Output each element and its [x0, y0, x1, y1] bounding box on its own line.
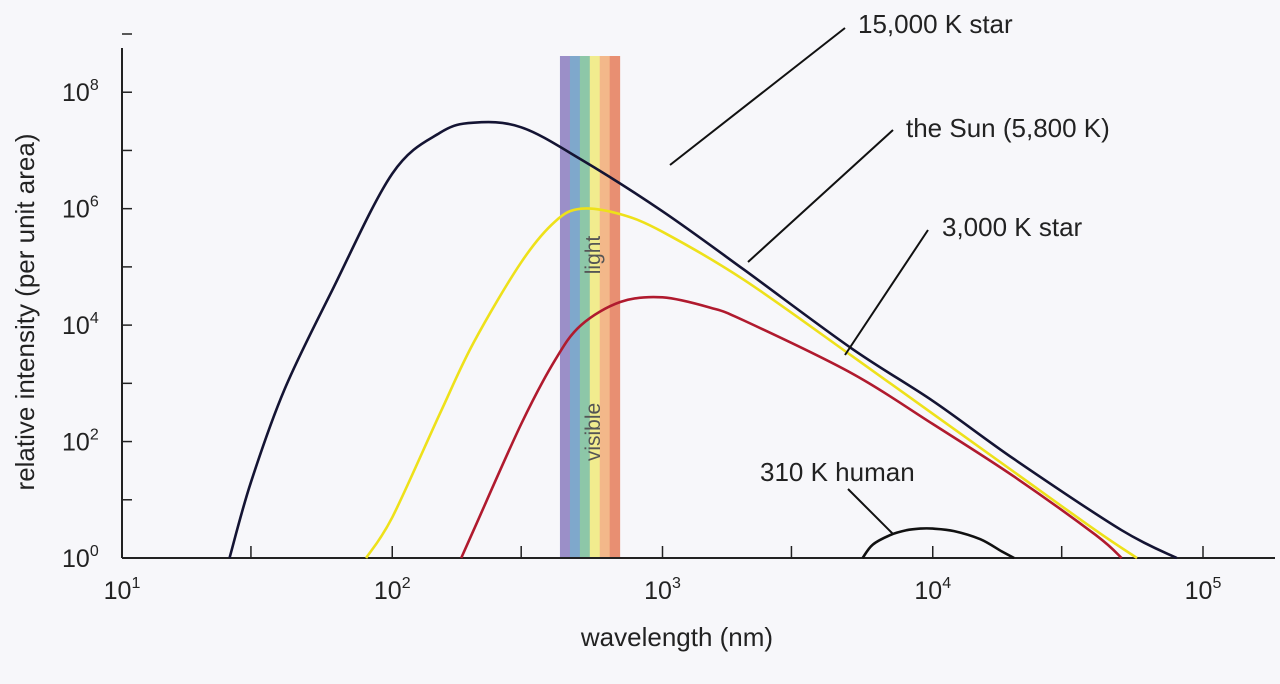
- x-tick-base: 10: [104, 577, 132, 605]
- annotation-the-sun-5-800-k: the Sun (5,800 K): [906, 113, 1110, 143]
- annotation-leader-15-000-k-star: [669, 27, 846, 166]
- series-lines: [228, 120, 1178, 560]
- x-tick-exp: 2: [402, 575, 411, 592]
- series-line-15-000-k-star: [228, 120, 1178, 560]
- y-tick-exp: 6: [90, 194, 99, 211]
- x-tick-exp: 1: [131, 575, 140, 592]
- x-tick-label: 105: [1185, 575, 1222, 605]
- visible-band-stripe: [589, 56, 601, 558]
- series-line-3-000-k-star: [460, 295, 1123, 559]
- visible-band-stripe: [579, 56, 591, 558]
- y-tick-label: 102: [62, 427, 99, 457]
- visible-band-stripe: [609, 56, 621, 558]
- x-tick-base: 10: [1185, 577, 1213, 605]
- annotation-leader-the-sun-5-800-k: [747, 129, 894, 263]
- y-tick-exp: 4: [90, 310, 99, 327]
- x-tick-base: 10: [914, 577, 942, 605]
- x-tick-label: 101: [104, 575, 141, 605]
- x-tick-exp: 5: [1212, 575, 1221, 592]
- annotation-15-000-k-star: 15,000 K star: [858, 9, 1013, 39]
- y-axis-title: relative intensity (per unit area): [10, 134, 40, 491]
- y-tick-base: 10: [62, 545, 90, 573]
- y-tick-base: 10: [62, 429, 90, 457]
- x-tick-label: 102: [374, 575, 411, 605]
- x-tick-exp: 3: [672, 575, 681, 592]
- y-tick-base: 10: [62, 312, 90, 340]
- x-tick-base: 10: [644, 577, 672, 605]
- visible-band-label-light: light: [582, 236, 605, 275]
- visible-light-band: visible light: [559, 56, 621, 558]
- y-tick-label: 100: [62, 543, 99, 573]
- y-tick-base: 10: [62, 196, 90, 224]
- x-tick-base: 10: [374, 577, 402, 605]
- y-tick-exp: 0: [90, 543, 99, 560]
- series-line-the-sun-5-800-k: [365, 207, 1138, 560]
- y-tick-exp: 8: [90, 77, 99, 94]
- annotation-310-k-human: 310 K human: [760, 457, 915, 487]
- x-axis-title: wavelength (nm): [580, 622, 773, 652]
- annotations: 15,000 K star the Sun (5,800 K) 3,000 K st…: [669, 9, 1110, 535]
- y-tick-label: 106: [62, 194, 99, 224]
- x-tick-exp: 4: [942, 575, 951, 592]
- visible-band-stripe: [569, 56, 581, 558]
- visible-band-label-visible: visible: [582, 403, 605, 461]
- visible-band-stripe: [599, 56, 611, 558]
- y-tick-exp: 2: [90, 427, 99, 444]
- y-tick-label: 108: [62, 77, 99, 107]
- x-tick-label: 103: [644, 575, 681, 605]
- annotation-leader-310-k-human: [847, 488, 894, 535]
- annotation-3-000-k-star: 3,000 K star: [942, 212, 1083, 242]
- series-line-310-k-human: [861, 527, 1015, 560]
- visible-band-stripe: [559, 56, 571, 558]
- x-tick-label: 104: [914, 575, 951, 605]
- y-tick-base: 10: [62, 79, 90, 107]
- annotation-leader-3-000-k-star: [844, 229, 929, 356]
- axes: [121, 48, 1275, 559]
- y-tick-label: 104: [62, 310, 99, 340]
